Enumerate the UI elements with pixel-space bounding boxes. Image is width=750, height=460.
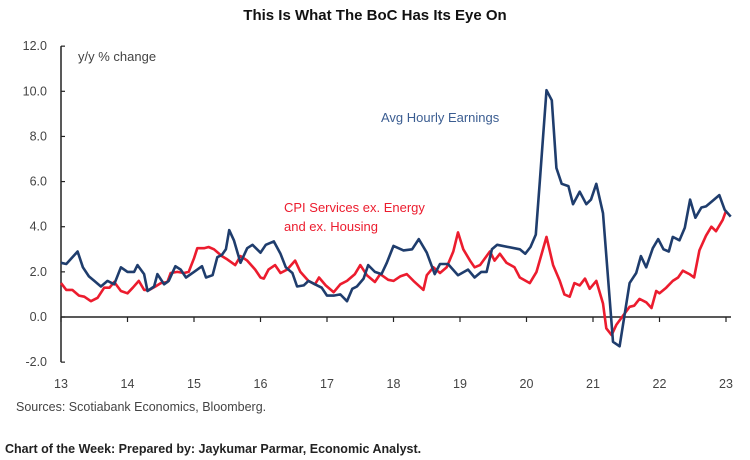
x-tick-label: 20 [520,377,534,391]
series-line-avg-hourly-earnings [60,88,732,348]
series-label-avg-hourly-earnings: Avg Hourly Earnings [381,110,500,125]
chart-title: This Is What The BoC Has Its Eye On [243,7,507,24]
x-tick-label: 22 [653,377,667,391]
x-tick-label: 13 [54,377,68,391]
y-tick-label: -2.0 [25,355,47,369]
y-tick-label: 4.0 [30,220,47,234]
y-tick-label: 10.0 [23,84,47,98]
x-tick-label: 19 [453,377,467,391]
series-lines [59,88,732,348]
sources-note: Sources: Scotiabank Economics, Bloomberg… [16,400,267,414]
x-tick-label: 16 [254,377,268,391]
y-axis-label: y/y % change [78,49,156,64]
y-tick-label: 6.0 [30,175,47,189]
x-tick-label: 21 [586,377,600,391]
series-label-cpi-line-1: CPI Services ex. Energy [284,200,425,215]
x-tick-label: 18 [387,377,401,391]
x-tick-label: 17 [320,377,334,391]
annotations: y/y % change Avg Hourly Earnings CPI Ser… [78,49,500,234]
series-label-cpi-line-2: and ex. Housing [284,219,378,234]
y-tick-label: 12.0 [23,39,47,53]
x-tick-label: 23 [719,377,733,391]
axes: 12.0 10.0 8.0 6.0 4.0 2.0 0.0 -2.0 13 14 15 16 17 18 1… [23,39,733,391]
y-tick-label: 8.0 [30,129,47,143]
y-tick-label: 0.0 [30,310,47,324]
x-tick-label: 15 [187,377,201,391]
footer-credit: Chart of the Week: Prepared by: Jaykumar… [5,442,422,456]
x-tick-label: 14 [121,377,135,391]
line-chart: 12.0 10.0 8.0 6.0 4.0 2.0 0.0 -2.0 13 14 15 16 17 18 1… [23,39,733,391]
y-tick-label: 2.0 [30,265,47,279]
